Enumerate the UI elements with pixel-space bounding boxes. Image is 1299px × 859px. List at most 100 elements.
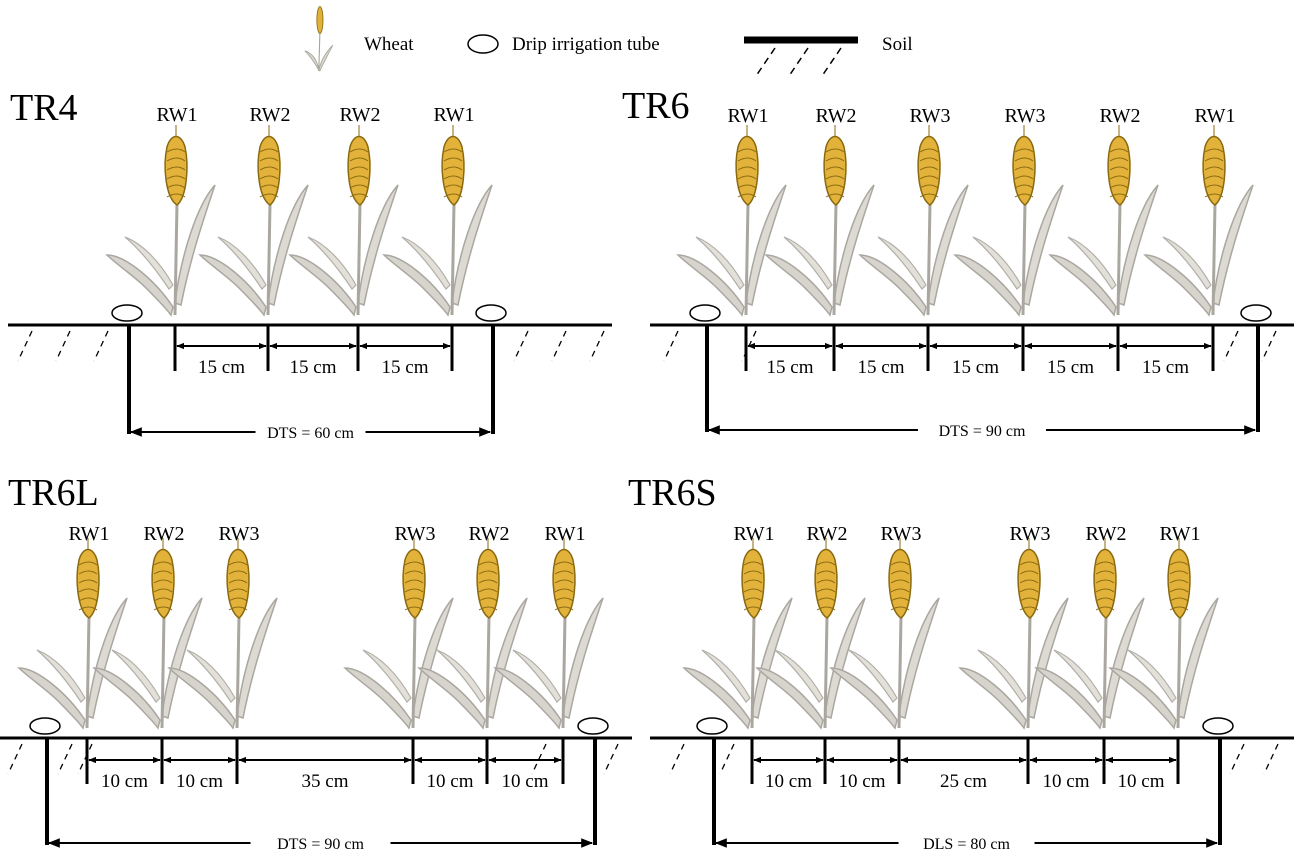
row-label-tr6s-2: RW2 — [806, 523, 847, 545]
spacing-label-tr6s-3: 25 cm — [940, 771, 987, 792]
total-label-tr6: DTS = 90 cm — [939, 423, 1026, 440]
spacing-label-tr4-1: 15 cm — [198, 357, 245, 378]
row-label-tr6l-4: RW3 — [394, 523, 435, 545]
spacing-label-tr6s-2: 10 cm — [839, 771, 886, 792]
row-label-tr6s-3: RW3 — [880, 523, 921, 545]
row-label-tr6s-6: RW1 — [1159, 523, 1200, 545]
soil-hatch — [669, 743, 685, 775]
soil-hatch — [513, 330, 529, 362]
drip-tube-tr6l-1 — [29, 717, 61, 735]
row-label-tr6l-3: RW3 — [218, 523, 259, 545]
panel-label-tr6l: TR6L — [8, 472, 99, 514]
spacing-label-tr6-4: 15 cm — [1047, 357, 1094, 378]
spacing-label-tr6-5: 15 cm — [1142, 357, 1189, 378]
spacing-label-tr6s-5: 10 cm — [1118, 771, 1165, 792]
wheat-plant — [105, 125, 216, 317]
spacing-label-tr6l-2: 10 cm — [176, 771, 223, 792]
soil-hatch — [77, 743, 93, 775]
spacing-label-tr6-3: 15 cm — [952, 357, 999, 378]
legend-drip-label: Drip irrigation tube — [512, 34, 660, 55]
wheat-plant — [1034, 538, 1145, 730]
drip-tube-tr6-2 — [1240, 304, 1272, 322]
wheat-plant — [198, 125, 309, 317]
legend-drip-tube-icon — [467, 34, 499, 54]
wheat-plant — [343, 538, 454, 730]
legend-wheat-label: Wheat — [364, 34, 414, 55]
spacing-label-tr6-1: 15 cm — [767, 357, 814, 378]
row-label-tr4-2: RW2 — [249, 104, 290, 126]
row-label-tr6l-2: RW2 — [143, 523, 184, 545]
total-label-tr6s: DLS = 80 cm — [923, 836, 1010, 853]
wheat-plant — [92, 538, 203, 730]
row-label-tr6-3: RW3 — [909, 105, 950, 127]
spacing-label-tr4-3: 15 cm — [382, 357, 429, 378]
row-label-tr4-1: RW1 — [156, 104, 197, 126]
wheat-plant — [417, 538, 528, 730]
legend: Wheat Drip irrigation tube Soil — [304, 6, 913, 77]
wheat-plant — [682, 538, 793, 730]
spacing-label-tr6-2: 15 cm — [858, 357, 905, 378]
total-label-tr4: DTS = 60 cm — [267, 425, 354, 442]
spacing-label-tr6l-5: 10 cm — [502, 771, 549, 792]
drip-tube-tr4-2 — [475, 304, 507, 322]
wheat-plant — [1143, 125, 1254, 317]
panel-label-tr4: TR4 — [10, 87, 78, 129]
wheat-plant — [953, 125, 1064, 317]
soil-hatch — [1223, 330, 1239, 362]
row-label-tr6-1: RW1 — [727, 105, 768, 127]
panel-tr6s: TR6S RW1 RW2 RW3 RW3 RW2 RW1 10 cm 10 cm 25 cm 10 … — [628, 472, 1294, 853]
drip-tube-tr6s-2 — [1202, 717, 1234, 735]
wheat-plant — [493, 538, 604, 730]
soil-hatch — [1229, 743, 1245, 775]
wheat-plant — [676, 125, 787, 317]
total-label-tr6l: DTS = 90 cm — [277, 836, 364, 853]
soil-hatch — [57, 743, 73, 775]
legend-soil-icon — [744, 36, 858, 77]
row-label-tr6s-4: RW3 — [1009, 523, 1050, 545]
spacing-label-tr6s-4: 10 cm — [1043, 771, 1090, 792]
drip-tube-tr4-1 — [111, 304, 143, 322]
soil-hatch — [551, 330, 567, 362]
wheat-plant — [858, 125, 969, 317]
wheat-plant — [755, 538, 866, 730]
row-label-tr6-5: RW2 — [1099, 105, 1140, 127]
soil-hatch — [17, 330, 33, 362]
spacing-label-tr6l-1: 10 cm — [101, 771, 148, 792]
spacing-label-tr4-2: 15 cm — [290, 357, 337, 378]
row-label-tr6l-5: RW2 — [468, 523, 509, 545]
soil-hatch — [589, 330, 605, 362]
soil-hatch — [93, 330, 109, 362]
legend-soil-label: Soil — [882, 34, 913, 55]
spacing-label-tr6l-4: 10 cm — [427, 771, 474, 792]
row-label-tr6-4: RW3 — [1004, 105, 1045, 127]
wheat-plant — [382, 125, 493, 317]
row-label-tr6l-1: RW1 — [68, 523, 109, 545]
wheat-plant — [17, 538, 128, 730]
row-label-tr4-4: RW1 — [433, 104, 474, 126]
soil-hatch — [603, 743, 619, 775]
row-label-tr6l-6: RW1 — [544, 523, 585, 545]
panel-label-tr6s: TR6S — [628, 472, 717, 514]
soil-hatch — [663, 330, 679, 362]
row-label-tr6-2: RW2 — [815, 105, 856, 127]
panel-tr6l: TR6L RW1 RW2 RW3 RW3 RW2 RW1 10 cm 10 cm 35 cm 10 … — [0, 472, 632, 853]
row-label-tr6s-5: RW2 — [1085, 523, 1126, 545]
wheat-plant — [1048, 125, 1159, 317]
spacing-label-tr6l-3: 35 cm — [302, 771, 349, 792]
panel-tr4: TR4 RW1 RW2 RW2 RW1 15 cm 15 cm 15 cm DTS = 60 c… — [8, 87, 612, 442]
wheat-plant — [1108, 538, 1219, 730]
soil-hatch — [719, 743, 735, 775]
row-label-tr6s-1: RW1 — [733, 523, 774, 545]
drip-tube-tr6l-2 — [577, 717, 609, 735]
drip-tube-tr6-1 — [689, 304, 721, 322]
legend-wheat-icon — [304, 6, 334, 72]
drip-tube-tr6s-1 — [696, 717, 728, 735]
panel-tr6: TR6 RW1 RW2 RW3 RW3 RW2 RW1 15 cm 15 cm 15 cm 15 c… — [622, 85, 1294, 440]
wheat-plant — [764, 125, 875, 317]
wheat-plant — [167, 538, 278, 730]
wheat-plant — [288, 125, 399, 317]
soil-hatch — [7, 743, 23, 775]
wheat-plant — [958, 538, 1069, 730]
